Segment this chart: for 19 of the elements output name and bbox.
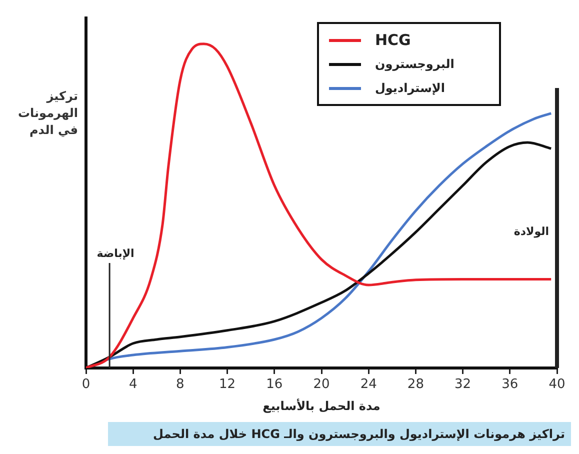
- legend-label: الإستراديول: [375, 81, 445, 95]
- x-axis-title: مدة الحمل بالأسابيع: [262, 398, 380, 413]
- x-tick-label: 12: [219, 377, 236, 392]
- x-tick-label: 16: [266, 377, 283, 392]
- x-tick-label: 40: [548, 377, 566, 392]
- x-tick-label: 32: [454, 377, 472, 392]
- x-tick-label: 24: [360, 377, 377, 392]
- x-tick-label: 36: [502, 377, 518, 392]
- legend-label: البروجسترون: [375, 57, 454, 71]
- x-tick-label: 4: [128, 377, 138, 392]
- y-axis-title: تركيز الهرمونات في الدم: [16, 88, 78, 139]
- x-tick-label: 8: [176, 377, 184, 392]
- x-tick-label: 0: [82, 377, 90, 392]
- text: تراكيز هرمونات الإستراديول والبروجسترون والـ HCG خلال مدة الحمل: [108, 422, 571, 446]
- ref-line-label: الإباضة: [96, 247, 134, 260]
- legend-label: HCG: [375, 31, 411, 49]
- ref-line-label: الولادة: [514, 225, 549, 238]
- x-tick-label: 28: [407, 377, 424, 392]
- x-tick-label: 20: [313, 377, 330, 392]
